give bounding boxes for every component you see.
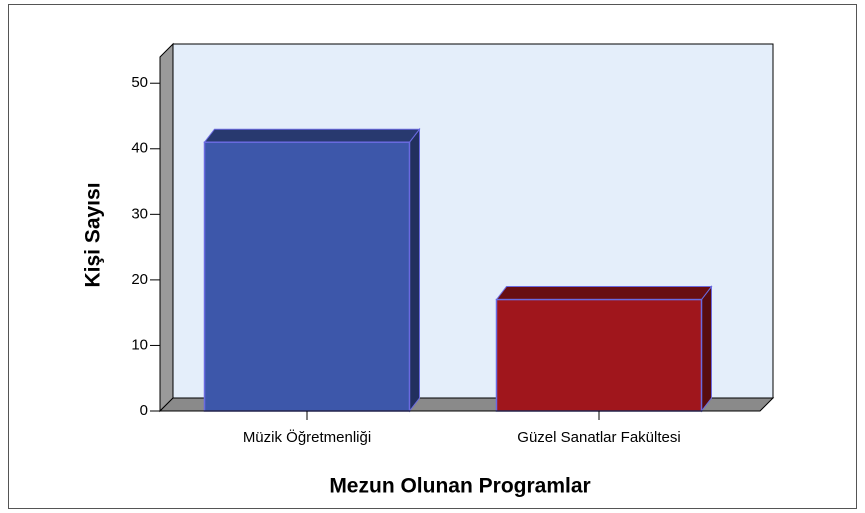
- y-tick-label: 30: [131, 205, 148, 222]
- x-tick-label: Güzel Sanatlar Fakültesi: [517, 429, 680, 446]
- bar-side: [409, 127, 420, 413]
- y-tick-label: 0: [140, 402, 148, 419]
- y-tick-label: 50: [131, 74, 148, 91]
- bar: [495, 298, 703, 412]
- y-tick-label: 10: [131, 336, 148, 353]
- y-tick-label: 20: [131, 271, 148, 288]
- y-tick-label: 40: [131, 140, 148, 157]
- bar-top: [495, 286, 713, 301]
- side-wall: [159, 42, 174, 413]
- bar-top: [203, 128, 421, 143]
- x-axis-title: Mezun Olunan Programlar: [329, 475, 590, 498]
- bar: [203, 141, 411, 412]
- x-tick-label: Müzik Öğretmenliği: [243, 428, 371, 446]
- bar-side: [701, 285, 712, 413]
- y-axis-title: Kişi Sayısı: [82, 182, 105, 287]
